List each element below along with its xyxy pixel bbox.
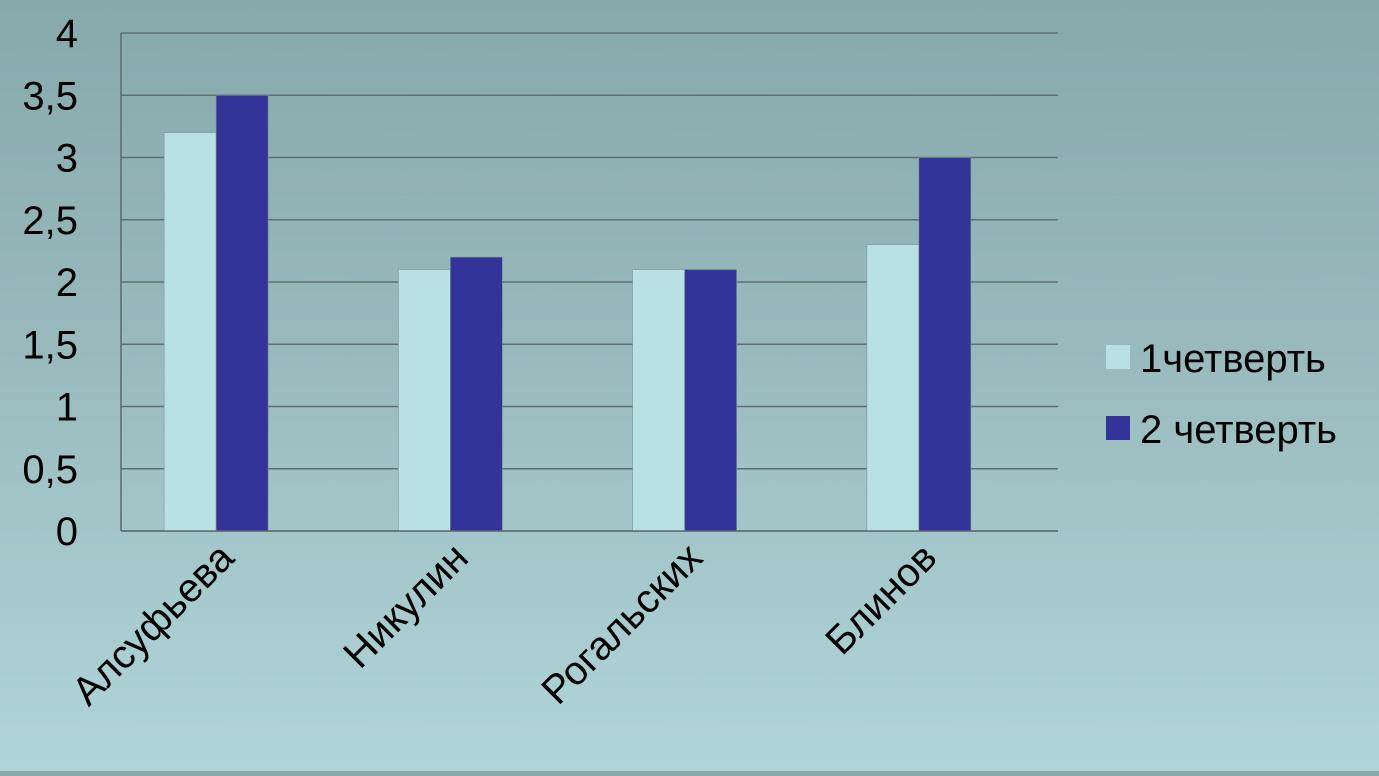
bar-2-3 [918,157,972,532]
x-tick-label: Никулин [335,535,476,676]
y-tick-label: 2 [56,261,78,305]
y-tick-label: 4 [56,12,78,56]
bar-1-1 [398,269,451,532]
y-tick-label: 0 [56,510,78,554]
bar-2-1 [450,256,503,532]
bar-1-2 [632,269,685,532]
y-tick-label: 1 [56,386,78,430]
y-tick-label: 2,5 [22,199,78,243]
legend-label-1: 1четверть [1140,337,1326,381]
x-tick-labels: Алсуфьева Никулин Рогальских Блинов [64,535,945,714]
y-tick-label: 3 [56,137,78,181]
legend-swatch-2 [1106,416,1130,440]
x-tick-label: Рогальских [533,535,711,713]
bar-2-2 [684,269,737,532]
axes [120,33,1058,532]
legend-swatch-1 [1106,345,1130,369]
y-tick-label: 1,5 [22,323,78,367]
x-tick-label: Алсуфьева [64,535,243,714]
bar-2-0 [215,94,269,532]
y-tick-labels: 0 0,5 1 1,5 2 2,5 3 3,5 4 [22,12,78,554]
bars [163,94,972,532]
legend: 1четверть 2 четверть [1106,337,1337,452]
bar-1-3 [866,244,920,532]
y-tick-label: 0,5 [22,448,78,492]
x-tick-label: Блинов [817,535,945,663]
bar-1-0 [163,132,217,532]
y-tick-label: 3,5 [22,74,78,118]
gridlines [121,32,1058,532]
legend-label-2: 2 четверть [1140,408,1337,452]
